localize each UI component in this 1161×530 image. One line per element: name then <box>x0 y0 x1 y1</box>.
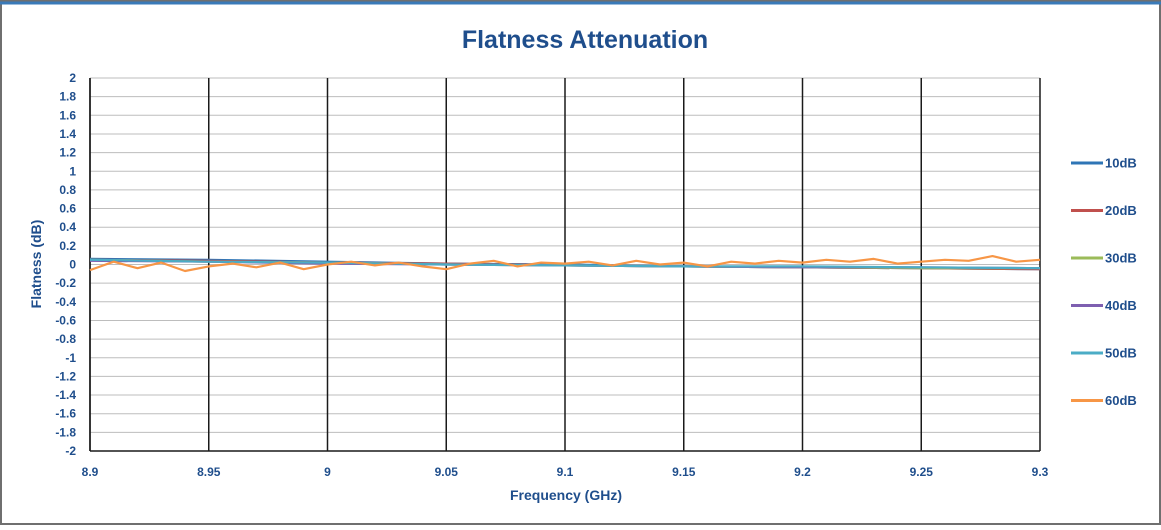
x-tick-label: 9 <box>324 465 331 479</box>
legend-label: 30dB <box>1105 251 1137 266</box>
x-tick-label: 9.15 <box>672 465 696 479</box>
legend-label: 10dB <box>1105 156 1137 171</box>
x-tick-label: 8.9 <box>82 465 99 479</box>
x-tick-label: 9.1 <box>557 465 574 479</box>
y-tick-label: 1.8 <box>59 90 76 104</box>
legend-entry: 10dB <box>1071 156 1137 171</box>
series-lines <box>89 255 1041 273</box>
y-tick-label: -1.2 <box>55 369 76 383</box>
legend-label: 40dB <box>1105 298 1137 313</box>
x-tick-label: 9.3 <box>1032 465 1049 479</box>
x-axis-ticks: 8.9 8.95 9 9.05 9.1 9.15 9.2 9.25 9.3 <box>82 465 1049 479</box>
grid <box>89 77 1041 452</box>
y-tick-label: -0.8 <box>55 332 76 346</box>
x-tick-label: 9.25 <box>910 465 934 479</box>
y-tick-label: -0.4 <box>55 295 76 309</box>
y-tick-label: -2 <box>65 444 76 458</box>
x-tick-label: 9.2 <box>794 465 811 479</box>
y-tick-label: 1.4 <box>59 127 76 141</box>
y-tick-label: 2 <box>69 71 76 85</box>
series-line-60dB <box>89 255 1041 273</box>
y-tick-label: 0.4 <box>59 220 76 234</box>
y-tick-label: 1 <box>69 164 76 178</box>
x-tick-label: 9.05 <box>435 465 459 479</box>
y-tick-label: -1.6 <box>55 407 76 421</box>
legend-label: 50dB <box>1105 346 1137 361</box>
legend-label: 20dB <box>1105 203 1137 218</box>
legend-label: 60dB <box>1105 393 1137 408</box>
y-axis-ticks: 2 1.8 1.6 1.4 1.2 1 0.8 0.6 0.4 0.2 0 -0.2 -0.4 -0.6 -… <box>55 71 76 458</box>
y-tick-label: -1 <box>65 351 76 365</box>
y-tick-label: -0.6 <box>55 313 76 327</box>
series-line-50dB <box>89 258 1041 270</box>
y-tick-label: 1.6 <box>59 108 76 122</box>
y-tick-label: 0.8 <box>59 183 76 197</box>
y-tick-label: -1.4 <box>55 388 76 402</box>
y-tick-label: 0.6 <box>59 202 76 216</box>
legend: 10dB 20dB 30dB 40dB 50dB 60dB <box>1071 156 1137 408</box>
y-tick-label: 1.2 <box>59 146 76 160</box>
legend-entry: 50dB <box>1071 346 1137 361</box>
y-tick-label: 0 <box>69 258 76 272</box>
x-tick-label: 8.95 <box>197 465 221 479</box>
y-tick-label: -0.2 <box>55 276 76 290</box>
legend-entry: 40dB <box>1071 298 1137 313</box>
legend-entry: 20dB <box>1071 203 1137 218</box>
y-tick-label: -1.8 <box>55 425 76 439</box>
y-tick-label: 0.2 <box>59 239 76 253</box>
legend-entry: 30dB <box>1071 251 1137 266</box>
x-axis-label: Frequency (GHz) <box>510 487 622 503</box>
chart-title: Flatness Attenuation <box>462 26 708 54</box>
legend-entry: 60dB <box>1071 393 1137 408</box>
y-axis-label: Flatness (dB) <box>28 220 44 309</box>
